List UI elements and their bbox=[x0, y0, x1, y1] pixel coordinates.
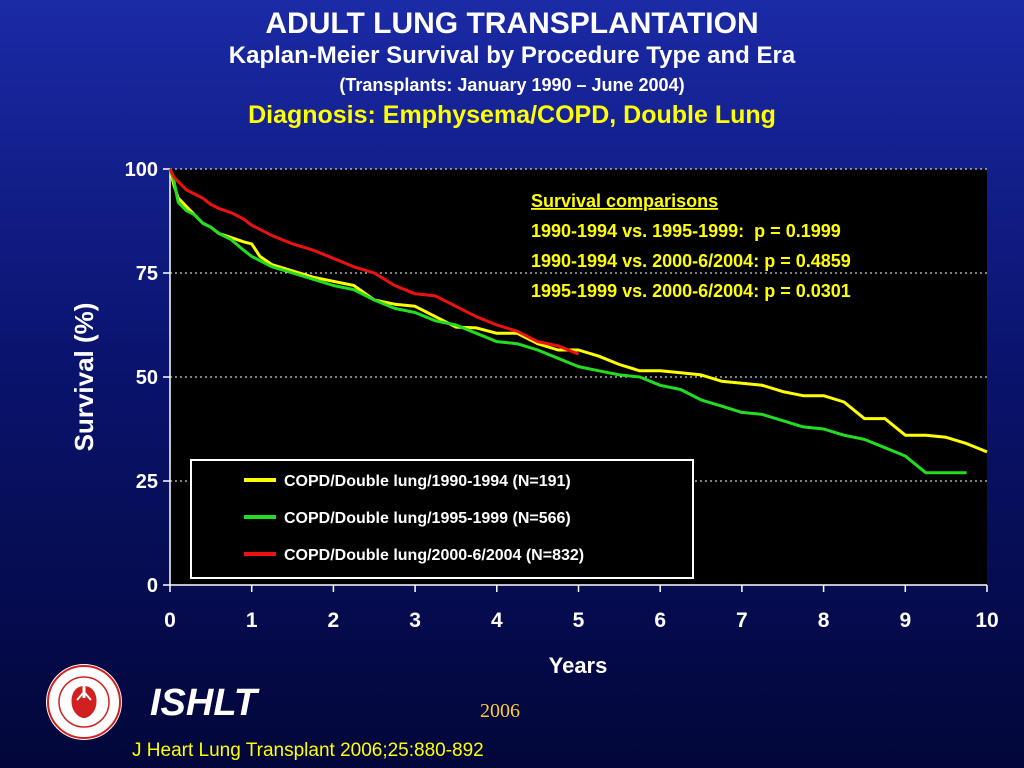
x-tick-label: 9 bbox=[899, 609, 911, 632]
period-label: (Transplants: January 1990 – June 2004) bbox=[339, 75, 685, 95]
x-ticks: 0 1 2 3 4 5 6 7 8 9 10 bbox=[164, 585, 999, 632]
legend-label: COPD/Double lung/1995-1999 (N=566) bbox=[284, 510, 571, 527]
citation: J Heart Lung Transplant 2006;25:880-892 bbox=[132, 740, 484, 761]
x-tick-label: 2 bbox=[328, 609, 340, 632]
x-tick-label: 6 bbox=[654, 609, 666, 632]
year-label: 2006 bbox=[480, 700, 520, 722]
legend-label: COPD/Double lung/1990-1994 (N=191) bbox=[284, 473, 571, 490]
annotation-heading: Survival comparisons bbox=[531, 191, 718, 211]
x-axis-label: Years bbox=[549, 653, 608, 678]
y-tick-label: 75 bbox=[136, 263, 158, 285]
diagnosis-label: Diagnosis: Emphysema/COPD, Double Lung bbox=[248, 101, 776, 129]
y-tick-label: 25 bbox=[136, 471, 158, 493]
legend-label: COPD/Double lung/2000-6/2004 (N=832) bbox=[284, 547, 584, 564]
org-name: ISHLT bbox=[150, 682, 257, 724]
x-tick-label: 0 bbox=[164, 609, 176, 632]
title-block: ADULT LUNG TRANSPLANTATION Kaplan-Meier … bbox=[0, 6, 1024, 130]
x-tick-label: 4 bbox=[491, 609, 503, 632]
annotation-line: 1990-1994 vs. 1995-1999: p = 0.1999 bbox=[531, 221, 841, 241]
legend: COPD/Double lung/1990-1994 (N=191) COPD/D… bbox=[190, 459, 694, 579]
y-axis-label: Survival (%) bbox=[69, 303, 99, 452]
annotation-line: 1990-1994 vs. 2000-6/2004: p = 0.4859 bbox=[531, 251, 851, 271]
y-tick-label: 0 bbox=[147, 575, 158, 597]
series-line-3 bbox=[168, 168, 580, 356]
x-tick-label: 8 bbox=[818, 609, 830, 632]
page-subtitle: Kaplan-Meier Survival by Procedure Type … bbox=[228, 42, 796, 69]
annotation-line: 1995-1999 vs. 2000-6/2004: p = 0.0301 bbox=[531, 281, 851, 301]
y-ticks: 0 25 50 75 100 bbox=[125, 159, 170, 597]
annotation-box: Survival comparisons 1990-1994 vs. 1995-… bbox=[531, 191, 851, 301]
x-tick-label: 3 bbox=[409, 609, 421, 632]
x-tick-label: 5 bbox=[573, 609, 585, 632]
y-tick-label: 50 bbox=[136, 367, 158, 389]
ishlt-logo bbox=[46, 664, 122, 740]
series-line-2 bbox=[168, 168, 967, 475]
x-tick-label: 1 bbox=[246, 609, 258, 632]
x-tick-label: 10 bbox=[975, 609, 998, 632]
page-title: ADULT LUNG TRANSPLANTATION bbox=[265, 7, 759, 40]
series-lines bbox=[168, 168, 988, 475]
y-tick-label: 100 bbox=[125, 159, 158, 181]
x-tick-label: 7 bbox=[736, 609, 748, 632]
